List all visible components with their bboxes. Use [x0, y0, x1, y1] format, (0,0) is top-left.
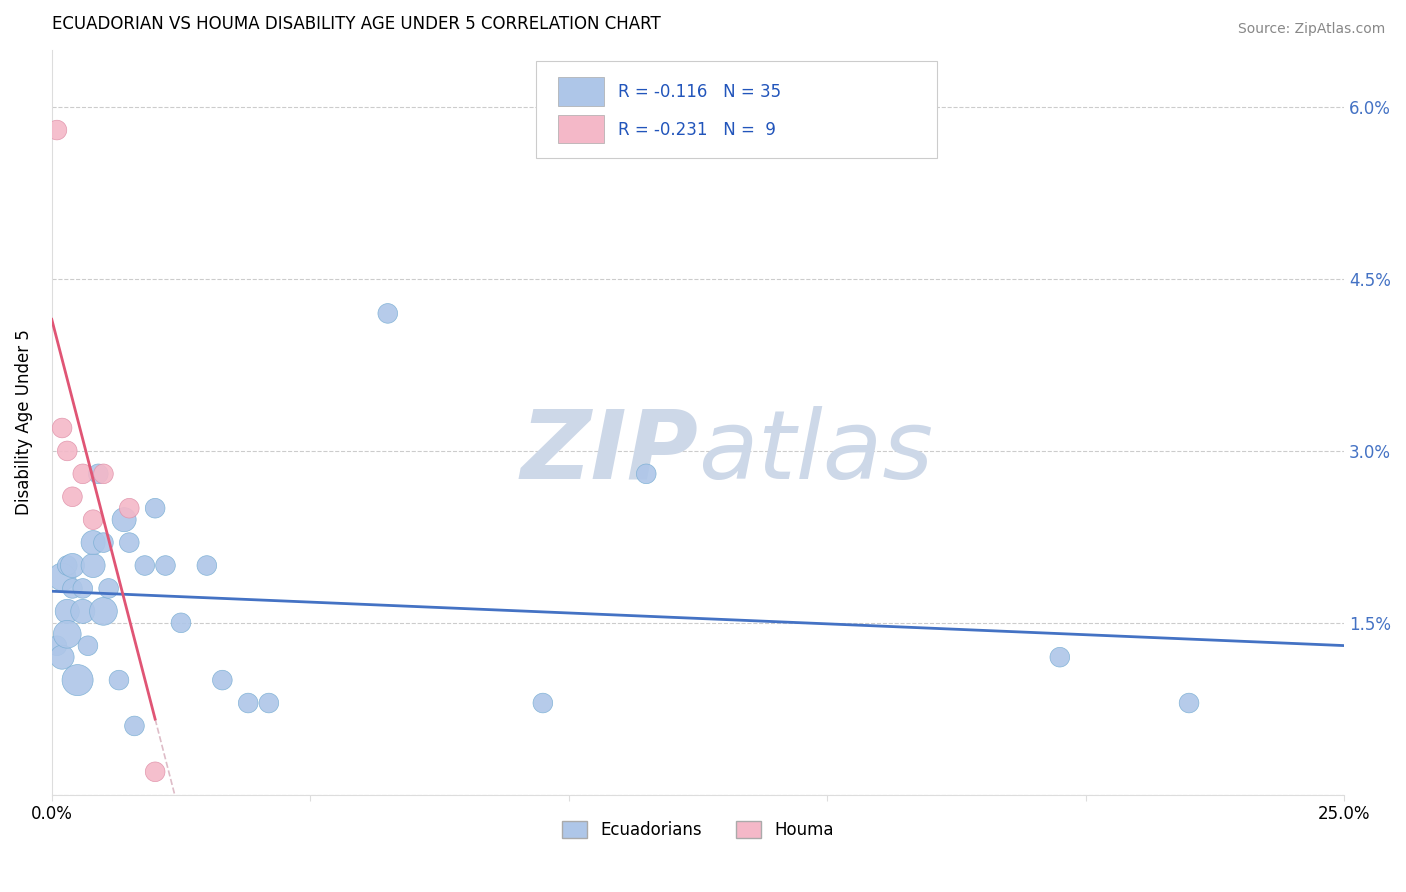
Point [51, 650, 73, 665]
Point [170, 615, 193, 630]
Point [97, 582, 120, 596]
Point [72, 604, 94, 618]
Point [143, 764, 166, 779]
Point [45, 639, 67, 653]
Point [56, 604, 79, 618]
Point [93, 604, 115, 618]
Point [93, 535, 115, 549]
Text: Source: ZipAtlas.com: Source: ZipAtlas.com [1237, 22, 1385, 37]
Point [257, 696, 280, 710]
Point [87, 467, 110, 481]
Point [66, 673, 89, 687]
Point [56, 444, 79, 458]
Point [62, 582, 84, 596]
Point [72, 467, 94, 481]
Point [51, 421, 73, 435]
Text: ZIP: ZIP [520, 406, 697, 499]
Point [82, 513, 104, 527]
Point [62, 558, 84, 573]
Point [124, 719, 146, 733]
Point [155, 558, 177, 573]
Legend: Ecuadorians, Houma: Ecuadorians, Houma [555, 814, 841, 846]
Point [134, 558, 156, 573]
Point [211, 673, 233, 687]
Point [531, 696, 554, 710]
Point [56, 558, 79, 573]
Point [636, 467, 658, 481]
Point [195, 558, 218, 573]
Point [62, 490, 84, 504]
Point [77, 639, 100, 653]
Point [238, 696, 260, 710]
Point [1178, 696, 1201, 710]
Y-axis label: Disability Age Under 5: Disability Age Under 5 [15, 329, 32, 516]
Text: atlas: atlas [697, 406, 934, 499]
Text: R = -0.231   N =  9: R = -0.231 N = 9 [617, 120, 776, 138]
Point [143, 501, 166, 516]
Point [93, 467, 115, 481]
Text: ECUADORIAN VS HOUMA DISABILITY AGE UNDER 5 CORRELATION CHART: ECUADORIAN VS HOUMA DISABILITY AGE UNDER… [52, 15, 661, 33]
Point [82, 535, 104, 549]
Point [118, 501, 141, 516]
Point [118, 535, 141, 549]
Text: R = -0.116   N = 35: R = -0.116 N = 35 [617, 83, 780, 101]
Point [377, 306, 399, 320]
Point [82, 558, 104, 573]
FancyBboxPatch shape [558, 115, 603, 143]
Point [72, 582, 94, 596]
FancyBboxPatch shape [558, 78, 603, 105]
Point [108, 673, 131, 687]
Point [51, 570, 73, 584]
Point [45, 123, 67, 137]
Point [56, 627, 79, 641]
FancyBboxPatch shape [537, 61, 936, 158]
Point [1049, 650, 1071, 665]
Point [112, 513, 135, 527]
